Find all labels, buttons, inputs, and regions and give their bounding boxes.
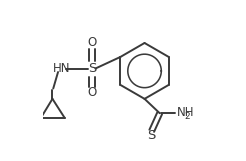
- Text: HN: HN: [53, 62, 70, 75]
- Text: O: O: [87, 37, 96, 49]
- Text: 2: 2: [185, 112, 190, 121]
- Text: S: S: [88, 62, 96, 75]
- Text: NH: NH: [177, 106, 195, 119]
- Text: O: O: [87, 86, 96, 99]
- Text: S: S: [148, 129, 156, 142]
